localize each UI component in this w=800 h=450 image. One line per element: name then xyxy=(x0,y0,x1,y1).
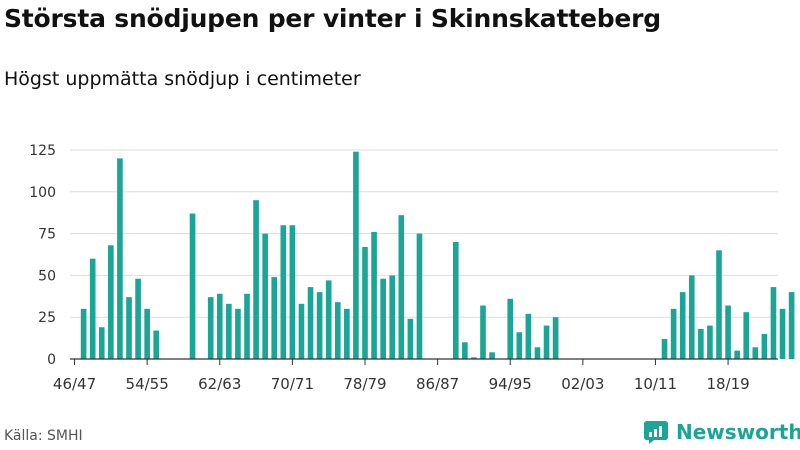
x-tick-label: 10/11 xyxy=(634,375,677,393)
y-tick-label: 0 xyxy=(47,352,56,368)
newsworthy-logo: Newsworthy xyxy=(644,419,800,445)
bar xyxy=(670,308,677,359)
bar xyxy=(407,318,414,359)
bar xyxy=(770,287,777,359)
bar xyxy=(489,352,495,359)
bar xyxy=(716,250,722,359)
bar xyxy=(462,342,468,359)
bar xyxy=(389,275,396,359)
bar xyxy=(452,241,459,359)
bar xyxy=(743,312,750,359)
bar xyxy=(552,317,559,359)
y-tick-label: 75 xyxy=(38,227,56,243)
bar xyxy=(244,293,250,359)
bar xyxy=(117,158,123,359)
bar xyxy=(525,313,532,359)
bar xyxy=(507,298,514,359)
bar xyxy=(734,350,740,359)
bar xyxy=(144,308,150,359)
bar xyxy=(534,347,541,359)
bar xyxy=(661,338,668,359)
bar xyxy=(679,292,686,359)
bar xyxy=(325,280,332,359)
bar xyxy=(262,233,268,359)
bar xyxy=(189,213,196,359)
bar xyxy=(289,225,296,359)
bar xyxy=(316,292,323,359)
chart-title: Största snödjupen per vinter i Skinnskat… xyxy=(4,4,661,33)
bar xyxy=(398,215,405,359)
x-tick-label: 02/03 xyxy=(561,375,604,393)
newsworthy-logo-icon xyxy=(644,421,668,444)
bar xyxy=(725,305,731,359)
bar xyxy=(253,200,259,359)
bar xyxy=(207,297,214,359)
chart-subtitle: Högst uppmätta snödjup i centimeter xyxy=(4,68,361,90)
bar xyxy=(80,308,87,359)
x-tick-label: 78/79 xyxy=(343,375,386,393)
bar xyxy=(108,245,114,359)
bar xyxy=(226,303,232,359)
x-tick-label: 86/87 xyxy=(416,375,459,393)
bar xyxy=(216,293,223,359)
x-tick-label: 70/71 xyxy=(271,375,314,393)
newsworthy-logo-text: Newsworthy xyxy=(676,420,800,444)
bar xyxy=(344,308,350,359)
x-tick-label: 54/55 xyxy=(126,375,169,393)
bar xyxy=(761,333,768,359)
bar xyxy=(779,308,786,359)
bar xyxy=(298,303,305,359)
bar xyxy=(271,277,278,359)
bar xyxy=(416,233,423,359)
bar xyxy=(752,347,759,359)
bar xyxy=(98,327,105,359)
x-tick-label: 62/63 xyxy=(198,375,241,393)
bar xyxy=(362,246,368,359)
bar xyxy=(380,278,386,359)
y-tick-label: 25 xyxy=(38,310,56,326)
bar xyxy=(307,287,314,359)
bar xyxy=(280,225,287,359)
y-tick-label: 125 xyxy=(29,143,56,159)
bar xyxy=(471,357,477,359)
bar xyxy=(334,302,341,359)
x-tick-label: 46/47 xyxy=(53,375,96,393)
bar xyxy=(353,151,359,359)
source-note: Källa: SMHI xyxy=(4,428,83,444)
bar xyxy=(698,328,704,359)
x-tick-label: 18/19 xyxy=(706,375,749,393)
y-tick-label: 50 xyxy=(38,268,56,284)
bar xyxy=(480,305,486,359)
bar xyxy=(371,231,377,359)
bar xyxy=(135,278,141,359)
bar xyxy=(126,297,132,359)
bar xyxy=(153,330,160,359)
bar xyxy=(235,308,241,359)
bar xyxy=(707,325,713,359)
bar xyxy=(788,292,795,359)
x-tick-label: 94/95 xyxy=(489,375,532,393)
y-tick-label: 100 xyxy=(29,185,56,201)
bar xyxy=(543,325,550,359)
bar xyxy=(516,332,523,359)
bar xyxy=(688,275,695,359)
bar xyxy=(89,258,96,359)
